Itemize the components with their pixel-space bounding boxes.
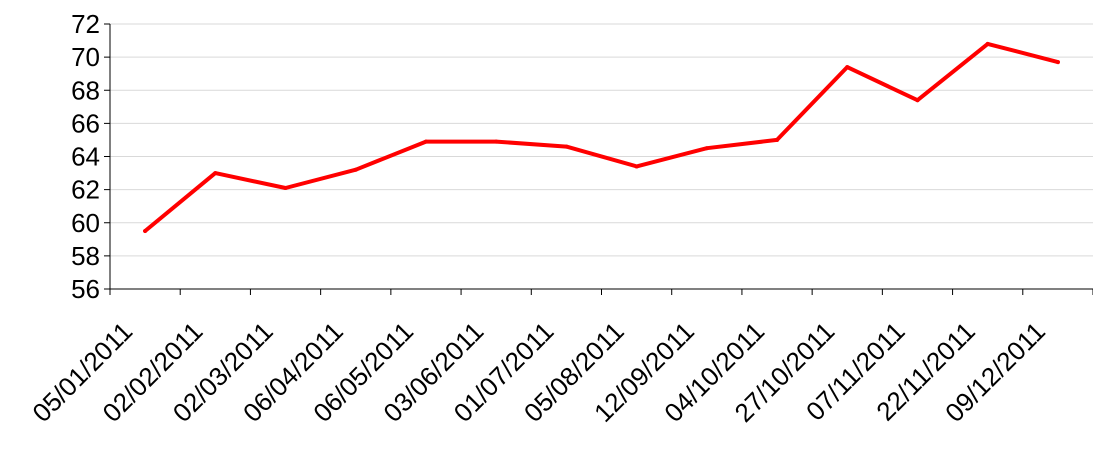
- y-tick-label: 62: [71, 175, 100, 205]
- data-point: [353, 167, 358, 172]
- gridlines: [110, 23, 1093, 257]
- data-point: [845, 65, 850, 70]
- data-point: [564, 144, 569, 149]
- x-tick-labels: 05/01/201102/02/201102/03/201106/04/2011…: [26, 316, 1051, 428]
- data-point: [143, 229, 148, 234]
- data-point: [634, 164, 639, 169]
- y-tick-label: 64: [71, 142, 100, 172]
- data-point: [213, 171, 218, 176]
- y-tick-label: 60: [71, 208, 100, 238]
- y-tick-label: 58: [71, 241, 100, 271]
- data-point: [775, 137, 780, 142]
- y-tick-label: 56: [71, 274, 100, 304]
- data-point: [915, 98, 920, 103]
- series-layer: [143, 41, 1060, 234]
- data-point: [985, 41, 990, 46]
- data-point: [283, 185, 288, 190]
- data-point: [423, 139, 428, 144]
- data-point: [1055, 60, 1060, 65]
- y-tick-label: 66: [71, 108, 100, 138]
- data-point: [494, 139, 499, 144]
- data-point: [704, 146, 709, 151]
- y-tick-label: 68: [71, 75, 100, 105]
- y-tick-label: 70: [71, 42, 100, 72]
- axes: [104, 23, 1093, 295]
- y-tick-label: 72: [71, 9, 100, 39]
- series-line: [143, 41, 1060, 233]
